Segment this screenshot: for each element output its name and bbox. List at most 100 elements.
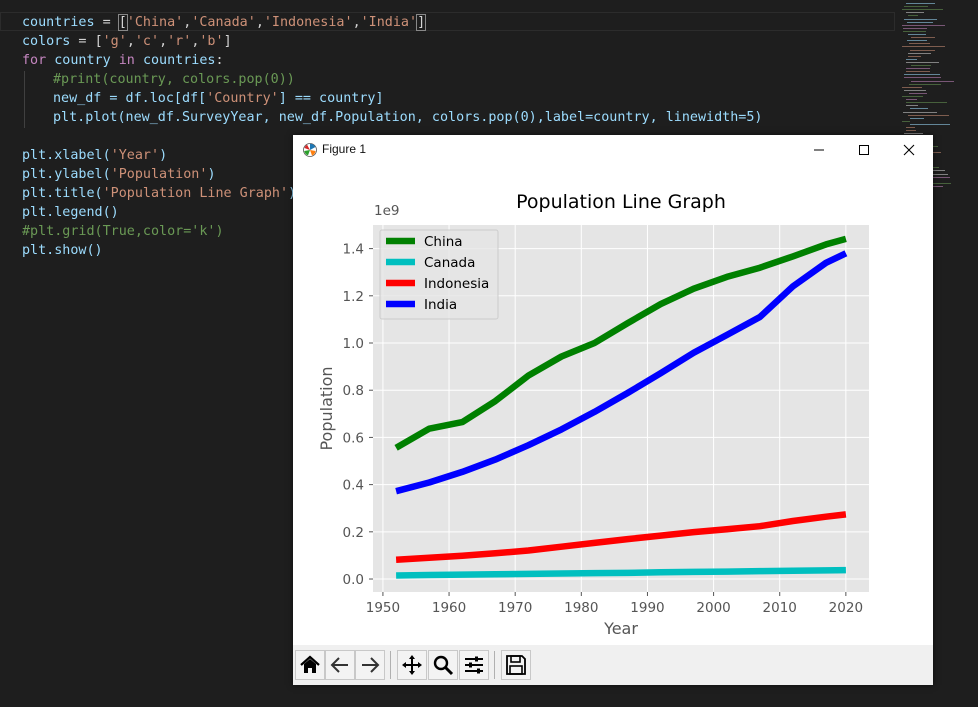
minimap-line <box>902 120 910 122</box>
minimap-line <box>903 111 937 113</box>
legend-label-india: India <box>424 297 457 313</box>
minimap-line <box>906 58 917 60</box>
x-tick-label: 1980 <box>564 600 598 616</box>
minimap-line <box>909 83 941 85</box>
minimap-line <box>906 68 930 70</box>
minimap-line <box>908 52 931 54</box>
code-line-5[interactable]: new_df = df.loc[df['Country'] == country… <box>53 89 384 108</box>
minimap-line <box>910 123 950 125</box>
minimap-line <box>909 92 927 94</box>
code-token: ) <box>288 186 296 201</box>
y-axis-label: Population <box>317 366 336 450</box>
code-line-12[interactable]: #plt.grid(True,color='k') <box>22 222 224 241</box>
pan-icon <box>402 655 422 675</box>
configure-subplots-icon <box>465 656 483 674</box>
minimize-icon <box>814 149 824 151</box>
code-token: 'Year' <box>110 148 160 163</box>
minimap-line <box>906 61 939 63</box>
home-button[interactable] <box>295 650 325 680</box>
chart-title: Population Line Graph <box>516 191 726 213</box>
pan-button[interactable] <box>397 650 427 680</box>
minimap-line <box>906 71 930 73</box>
maximize-icon <box>859 145 869 155</box>
minimap-line <box>903 30 926 32</box>
close-button[interactable] <box>886 135 932 165</box>
y-tick-label: 1.4 <box>343 242 364 258</box>
code-line-11[interactable]: plt.legend() <box>22 203 119 222</box>
legend-label-indonesia: Indonesia <box>424 276 489 292</box>
y-tick-label: 1.2 <box>343 289 364 305</box>
x-tick-label: 2010 <box>763 600 797 616</box>
save-icon <box>506 655 526 675</box>
code-token: = <box>70 34 95 49</box>
code-line-6[interactable]: plt.plot(new_df.SurveyYear, new_df.Popul… <box>53 108 762 127</box>
x-tick-label: 2020 <box>829 600 863 616</box>
code-token: plt.xlabel( <box>22 148 111 163</box>
code-token: : <box>215 53 224 68</box>
code-line-1[interactable]: countries = ['China','Canada','Indonesia… <box>22 14 427 31</box>
plot-canvas[interactable]: 0.0 0.2 0.4 0.6 0.8 1.0 1.2 1.4 1950 1960 1970 1980… <box>293 165 933 645</box>
code-token: plt.ylabel( <box>22 167 111 182</box>
minimap-line <box>902 96 923 97</box>
code-token: ) <box>159 148 168 163</box>
back-icon <box>330 657 348 673</box>
code-token: country <box>54 53 111 68</box>
series-line-india <box>395 250 848 495</box>
bracket-match: [ <box>117 14 128 31</box>
maximize-button[interactable] <box>841 135 887 165</box>
minimap-line <box>904 77 941 79</box>
minimap-line <box>910 117 924 119</box>
back-button[interactable] <box>325 650 355 680</box>
minimap-line <box>904 74 940 76</box>
save-button[interactable] <box>501 650 531 680</box>
code-line-2[interactable]: colors = ['g','c','r','b'] <box>22 34 232 49</box>
minimap-line <box>906 130 916 132</box>
code-token: 'India' <box>360 15 418 30</box>
minimap-line <box>902 86 922 88</box>
code-token: countries <box>142 53 216 68</box>
minimap-line <box>902 9 943 11</box>
code-token: countries <box>22 15 95 30</box>
series-line-indonesia <box>395 511 847 563</box>
x-axis-label: Year <box>603 619 638 638</box>
minimap-line <box>902 24 945 26</box>
minimap-line <box>909 43 930 45</box>
forward-button[interactable] <box>355 650 385 680</box>
code-token: 'r' <box>167 34 192 49</box>
minimap-line <box>908 55 921 57</box>
minimap-line <box>910 49 935 51</box>
minimap-line <box>908 34 926 35</box>
minimap-line <box>906 105 918 107</box>
code-line-3[interactable]: for country in countries: <box>22 51 224 70</box>
toolbar-separator <box>494 651 495 679</box>
legend-label-canada: Canada <box>424 255 475 271</box>
minimap-line <box>906 127 915 128</box>
y-tick-label: 0.4 <box>343 478 364 494</box>
configure-subplots-button[interactable] <box>459 650 489 680</box>
minimap-line <box>904 6 928 8</box>
zoom-button[interactable] <box>428 650 458 680</box>
minimap-line <box>904 18 937 20</box>
figure-window[interactable]: Figure 1 0.0 0.2 0.4 0.6 0.8 1.0 1.2 1.4 1950 196… <box>293 135 933 685</box>
code-line-13[interactable]: plt.show() <box>22 241 103 260</box>
code-token: for <box>22 53 47 68</box>
y-tick-label: 0.2 <box>343 525 364 541</box>
population-line-chart: 0.0 0.2 0.4 0.6 0.8 1.0 1.2 1.4 1950 1960 1970 1980… <box>317 191 869 638</box>
window-titlebar[interactable]: Figure 1 <box>293 135 933 165</box>
y-tick-label: 1.0 <box>343 336 364 352</box>
minimap-line <box>908 114 949 116</box>
code-token: in <box>118 53 135 68</box>
code-line-8[interactable]: plt.xlabel('Year') <box>22 146 167 165</box>
legend-label-china: China <box>424 234 463 250</box>
series-line-china <box>394 235 847 451</box>
minimize-button[interactable] <box>796 135 842 165</box>
code-token: 'g' <box>102 34 127 49</box>
indent-guide <box>24 71 25 128</box>
code-line-4[interactable]: #print(country, colors.pop(0)) <box>53 70 295 89</box>
code-token: plt.legend() <box>22 205 119 220</box>
minimap-line <box>903 27 927 29</box>
code-line-10[interactable]: plt.title('Population Line Graph') <box>22 184 296 203</box>
zoom-icon <box>433 655 454 676</box>
code-line-9[interactable]: plt.ylabel('Population') <box>22 165 216 184</box>
